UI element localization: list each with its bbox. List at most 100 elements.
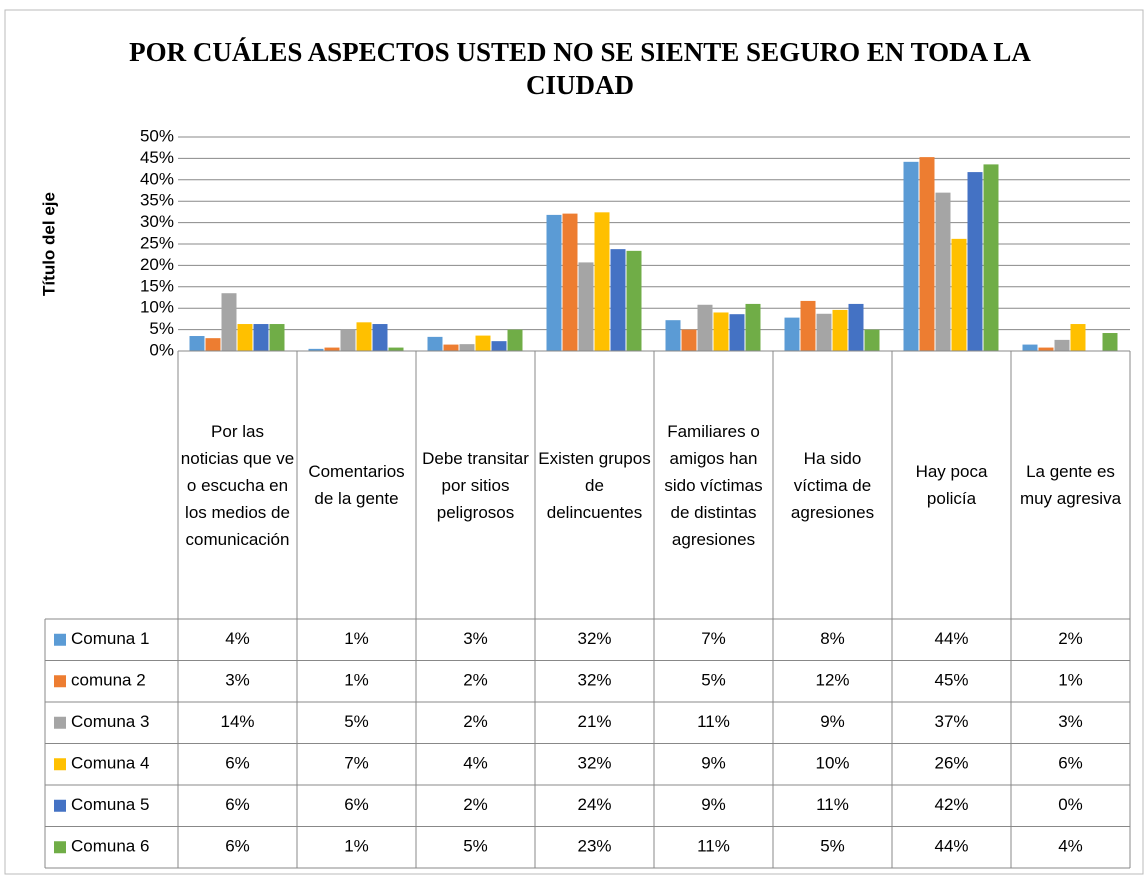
table-value: 2%	[463, 671, 488, 690]
table-value: 45%	[934, 671, 968, 690]
table-value: 5%	[463, 837, 488, 856]
bar	[864, 329, 880, 351]
table-value: 5%	[820, 837, 845, 856]
bar	[832, 309, 848, 351]
table-value: 12%	[815, 671, 849, 690]
x-tick-label: Ha sido víctima de agresiones	[790, 448, 875, 522]
table-value: 32%	[577, 671, 611, 690]
bar	[848, 303, 864, 351]
bar	[594, 212, 610, 351]
table-value: 6%	[225, 795, 250, 814]
legend-label: Comuna 1	[71, 629, 149, 648]
x-tick-label: Comentarios de la gente	[308, 462, 405, 508]
bar	[729, 314, 745, 351]
table-value: 26%	[934, 754, 968, 773]
y-tick-label: 10%	[140, 298, 174, 317]
table-value: 1%	[344, 629, 369, 648]
legend-swatch	[54, 716, 66, 729]
bar	[443, 344, 459, 351]
table-value: 23%	[577, 837, 611, 856]
table-value: 5%	[701, 671, 726, 690]
table-value: 3%	[1058, 712, 1083, 731]
y-tick-label: 40%	[140, 169, 174, 188]
bar	[237, 324, 253, 351]
bar	[1102, 333, 1118, 351]
legend-swatch	[54, 799, 66, 812]
table-value: 10%	[815, 754, 849, 773]
bar	[189, 336, 205, 351]
category-box: La gente es muy agresiva	[1020, 462, 1121, 508]
y-tick-label: 0%	[149, 340, 174, 359]
y-tick-label: 45%	[140, 148, 174, 167]
table-value: 11%	[697, 712, 730, 731]
table-value: 1%	[344, 837, 369, 856]
y-tick-label: 25%	[140, 233, 174, 252]
table-value: 37%	[934, 712, 968, 731]
y-tick-label: 20%	[140, 255, 174, 274]
title-box: POR CUÁLES ASPECTOS USTED NO SE SIENTE S…	[129, 37, 1031, 100]
chart-title: POR CUÁLES ASPECTOS USTED NO SE SIENTE S…	[129, 37, 1031, 100]
table-value: 32%	[577, 754, 611, 773]
bar	[269, 324, 285, 351]
category-box: Existen grupos de delincuentes	[538, 448, 651, 522]
y-tick-label: 15%	[140, 276, 174, 295]
bar	[356, 322, 372, 351]
legend-swatch	[54, 841, 66, 854]
bar	[935, 192, 951, 351]
bar	[1038, 347, 1054, 351]
bar	[253, 324, 269, 351]
x-tick-label: Existen grupos de delincuentes	[538, 448, 651, 522]
y-tick-label: 50%	[140, 126, 174, 145]
table-value: 42%	[934, 795, 968, 814]
bar	[816, 313, 832, 351]
table-value: 24%	[577, 795, 611, 814]
table-value: 2%	[1058, 629, 1083, 648]
table-value: 7%	[701, 629, 726, 648]
bar	[546, 214, 562, 351]
table-value: 4%	[1058, 837, 1083, 856]
legend-label: Comuna 5	[71, 795, 149, 814]
table-value: 21%	[577, 712, 611, 731]
table-value: 3%	[463, 629, 488, 648]
table-value: 3%	[225, 671, 250, 690]
bar	[459, 344, 475, 351]
bar	[951, 238, 967, 351]
x-tick-label: Debe transitar por sitios peligrosos	[422, 448, 529, 522]
table-value: 2%	[463, 795, 488, 814]
bar	[308, 348, 324, 351]
bar	[784, 317, 800, 351]
bar	[372, 324, 388, 351]
x-tick-label: Hay poca policía	[915, 462, 988, 508]
table-value: 6%	[344, 795, 369, 814]
category-box: Hay poca policía	[915, 462, 988, 508]
legend-swatch	[54, 633, 66, 646]
bar	[340, 329, 356, 351]
bar	[1054, 339, 1070, 351]
table-value: 0%	[1058, 795, 1083, 814]
category-box: Debe transitar por sitios peligrosos	[422, 448, 529, 522]
table-value: 8%	[820, 629, 845, 648]
table-value: 44%	[934, 837, 968, 856]
bar	[610, 249, 626, 351]
category-box: Ha sido víctima de agresiones	[790, 448, 875, 522]
bar	[427, 336, 443, 351]
bar	[1022, 344, 1038, 351]
category-box: Familiares o amigos han sido víctimas de…	[664, 422, 762, 549]
y-tick-label: 30%	[140, 212, 174, 231]
bar	[562, 213, 578, 351]
table-value: 9%	[701, 795, 726, 814]
bar	[324, 347, 340, 351]
y-axis-title: Título del eje	[39, 192, 58, 296]
bar	[1070, 324, 1086, 351]
table-value: 7%	[344, 754, 369, 773]
bar	[626, 250, 642, 351]
bar	[983, 164, 999, 351]
bar	[507, 329, 523, 351]
bar	[967, 172, 983, 351]
legend-label: Comuna 4	[71, 754, 149, 773]
table-value: 2%	[463, 712, 488, 731]
category-box: Comentarios de la gente	[308, 462, 405, 508]
bar	[681, 329, 697, 351]
